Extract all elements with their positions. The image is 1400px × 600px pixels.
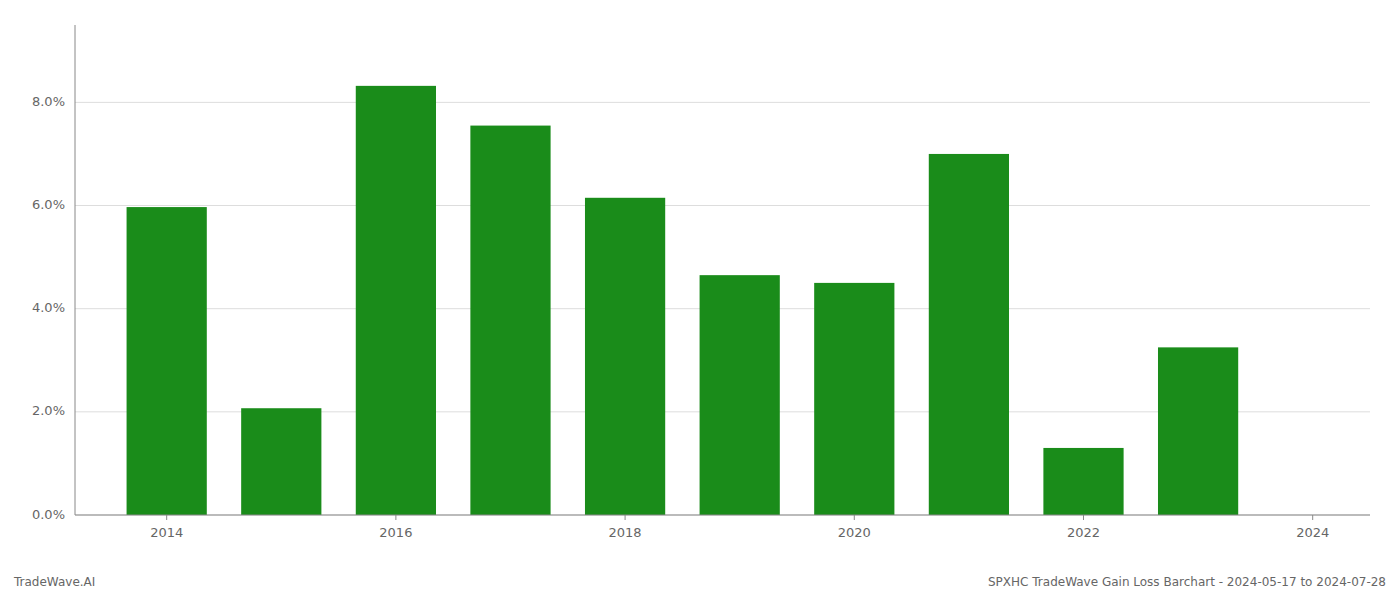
footer: TradeWave.AI SPXHC TradeWave Gain Loss Ba… xyxy=(13,575,1386,589)
y-axis-line xyxy=(75,25,76,515)
bars xyxy=(127,86,1239,515)
y-tick-label: 2.0% xyxy=(32,403,65,418)
chart-svg: 0.0% 2.0% 4.0% 6.0% 8.0% 2014 2016 2018 2020 2022… xyxy=(0,0,1400,600)
y-axis: 0.0% 2.0% 4.0% 6.0% 8.0% xyxy=(32,25,75,522)
y-tick-label: 0.0% xyxy=(32,507,65,522)
bar xyxy=(585,198,665,515)
y-grid xyxy=(75,102,1370,515)
x-tick xyxy=(1312,515,1313,520)
bar xyxy=(241,408,321,515)
x-tick-label: 2020 xyxy=(838,525,871,540)
x-tick xyxy=(166,515,167,520)
bar xyxy=(700,275,780,515)
footer-text: TradeWave.AI xyxy=(13,575,95,589)
page: {"chart_data": {"type": "bar", "x": [201… xyxy=(0,0,1400,600)
x-tick-label: 2024 xyxy=(1296,525,1329,540)
bar xyxy=(1158,347,1238,515)
bar xyxy=(1043,448,1123,515)
x-tick-label: 2022 xyxy=(1067,525,1100,540)
grid-line xyxy=(75,205,1370,206)
x-axis: 2014 2016 2018 2020 2022 2024 xyxy=(75,515,1370,540)
y-tick-label: 6.0% xyxy=(32,197,65,212)
x-tick-label: 2014 xyxy=(150,525,183,540)
chart-container: 0.0% 2.0% 4.0% 6.0% 8.0% 2014 2016 2018 2020 2022… xyxy=(0,0,1400,600)
bar xyxy=(470,126,550,515)
x-axis-line xyxy=(75,515,1370,516)
footer-text: SPXHC TradeWave Gain Loss Barchart - 202… xyxy=(988,575,1386,589)
x-tick xyxy=(395,515,396,520)
bar xyxy=(356,86,436,515)
x-tick xyxy=(625,515,626,520)
y-tick-label: 4.0% xyxy=(32,300,65,315)
grid-line xyxy=(75,102,1370,103)
x-tick xyxy=(854,515,855,520)
x-tick-label: 2018 xyxy=(609,525,642,540)
bar xyxy=(127,207,207,515)
x-tick xyxy=(1083,515,1084,520)
bar xyxy=(929,154,1009,515)
x-tick-label: 2016 xyxy=(379,525,412,540)
y-tick-label: 8.0% xyxy=(32,94,65,109)
bar xyxy=(814,283,894,515)
grid-line xyxy=(75,515,1370,516)
